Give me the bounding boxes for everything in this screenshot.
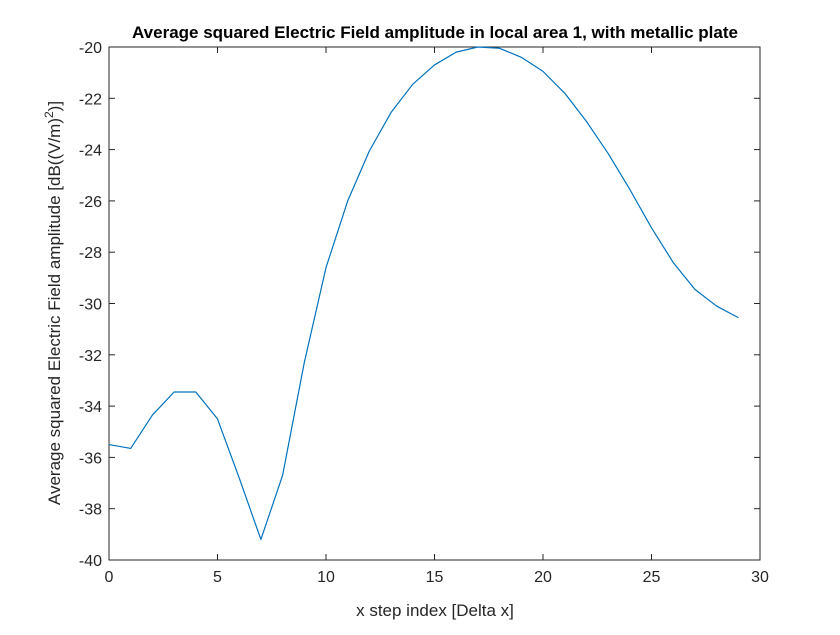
y-tick-label: -38 (79, 502, 102, 519)
y-tick-label: -30 (79, 297, 102, 314)
x-tick-label: 30 (751, 569, 769, 586)
y-tick-label: -34 (79, 399, 102, 416)
x-tick-label: 20 (534, 569, 552, 586)
x-tick-label: 25 (643, 569, 661, 586)
y-tick-label: -36 (79, 450, 102, 467)
x-tick-label: 5 (213, 569, 222, 586)
series-layer (108, 46, 739, 541)
series-line-1 (108, 46, 739, 541)
y-tick-label: -22 (79, 91, 102, 108)
y-tick-label: -40 (79, 553, 102, 570)
y-tick-label: -24 (79, 143, 102, 160)
y-axis-label-prefix: Average squared Electric Field amplitude… (45, 118, 64, 505)
y-tick-label: -32 (79, 348, 102, 365)
axis-ticks: 0 5 10 15 20 25 30 -40 -38 -36 -34 -32 -30 -28 -26 -24 -… (79, 40, 769, 586)
y-tick-label: -28 (79, 245, 102, 262)
axes-box (108, 46, 761, 561)
y-axis-label: Average squared Electric Field amplitude… (42, 101, 64, 505)
y-axis-label-suffix: )] (45, 101, 64, 111)
x-tick-label: 10 (317, 569, 335, 586)
x-axis-label: x step index [Delta x] (356, 601, 514, 620)
x-tick-label: 0 (105, 569, 114, 586)
y-axis-label-superscript: 2 (42, 111, 56, 118)
chart-title: Average squared Electric Field amplitude… (132, 23, 738, 42)
plot-area (108, 46, 761, 561)
y-tick-label: -26 (79, 194, 102, 211)
x-tick-label: 15 (426, 569, 444, 586)
y-tick-label: -20 (79, 40, 102, 57)
